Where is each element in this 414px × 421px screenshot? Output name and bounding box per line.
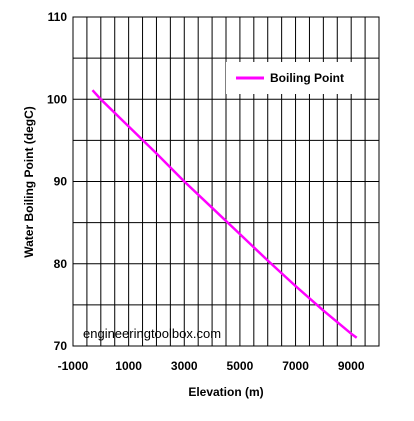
y-axis-title: Water Boiling Point (degC): [22, 106, 36, 258]
x-tick-label: -1000: [58, 359, 89, 373]
legend-label: Boiling Point: [270, 71, 344, 85]
tick-labels: -1000 1000 3000 5000 7000 9000 70 80 90 100 110: [47, 10, 365, 373]
x-tick-label: 3000: [171, 359, 198, 373]
y-tick-label: 80: [54, 257, 68, 271]
y-tick-label: 110: [48, 10, 68, 24]
x-axis-title: Elevation (m): [188, 385, 263, 399]
watermark: engineeringtoolbox.com: [83, 326, 221, 341]
x-tick-label: 1000: [115, 359, 142, 373]
series-line-boiling-point: [91, 89, 358, 339]
x-tick-label: 9000: [338, 359, 365, 373]
y-tick-label: 100: [47, 92, 67, 106]
x-tick-label: 5000: [227, 359, 254, 373]
y-tick-label: 70: [54, 339, 68, 353]
series-layer: [91, 89, 358, 339]
x-tick-label: 7000: [282, 359, 309, 373]
y-tick-label: 90: [54, 175, 68, 189]
legend: Boiling Point: [226, 62, 356, 94]
